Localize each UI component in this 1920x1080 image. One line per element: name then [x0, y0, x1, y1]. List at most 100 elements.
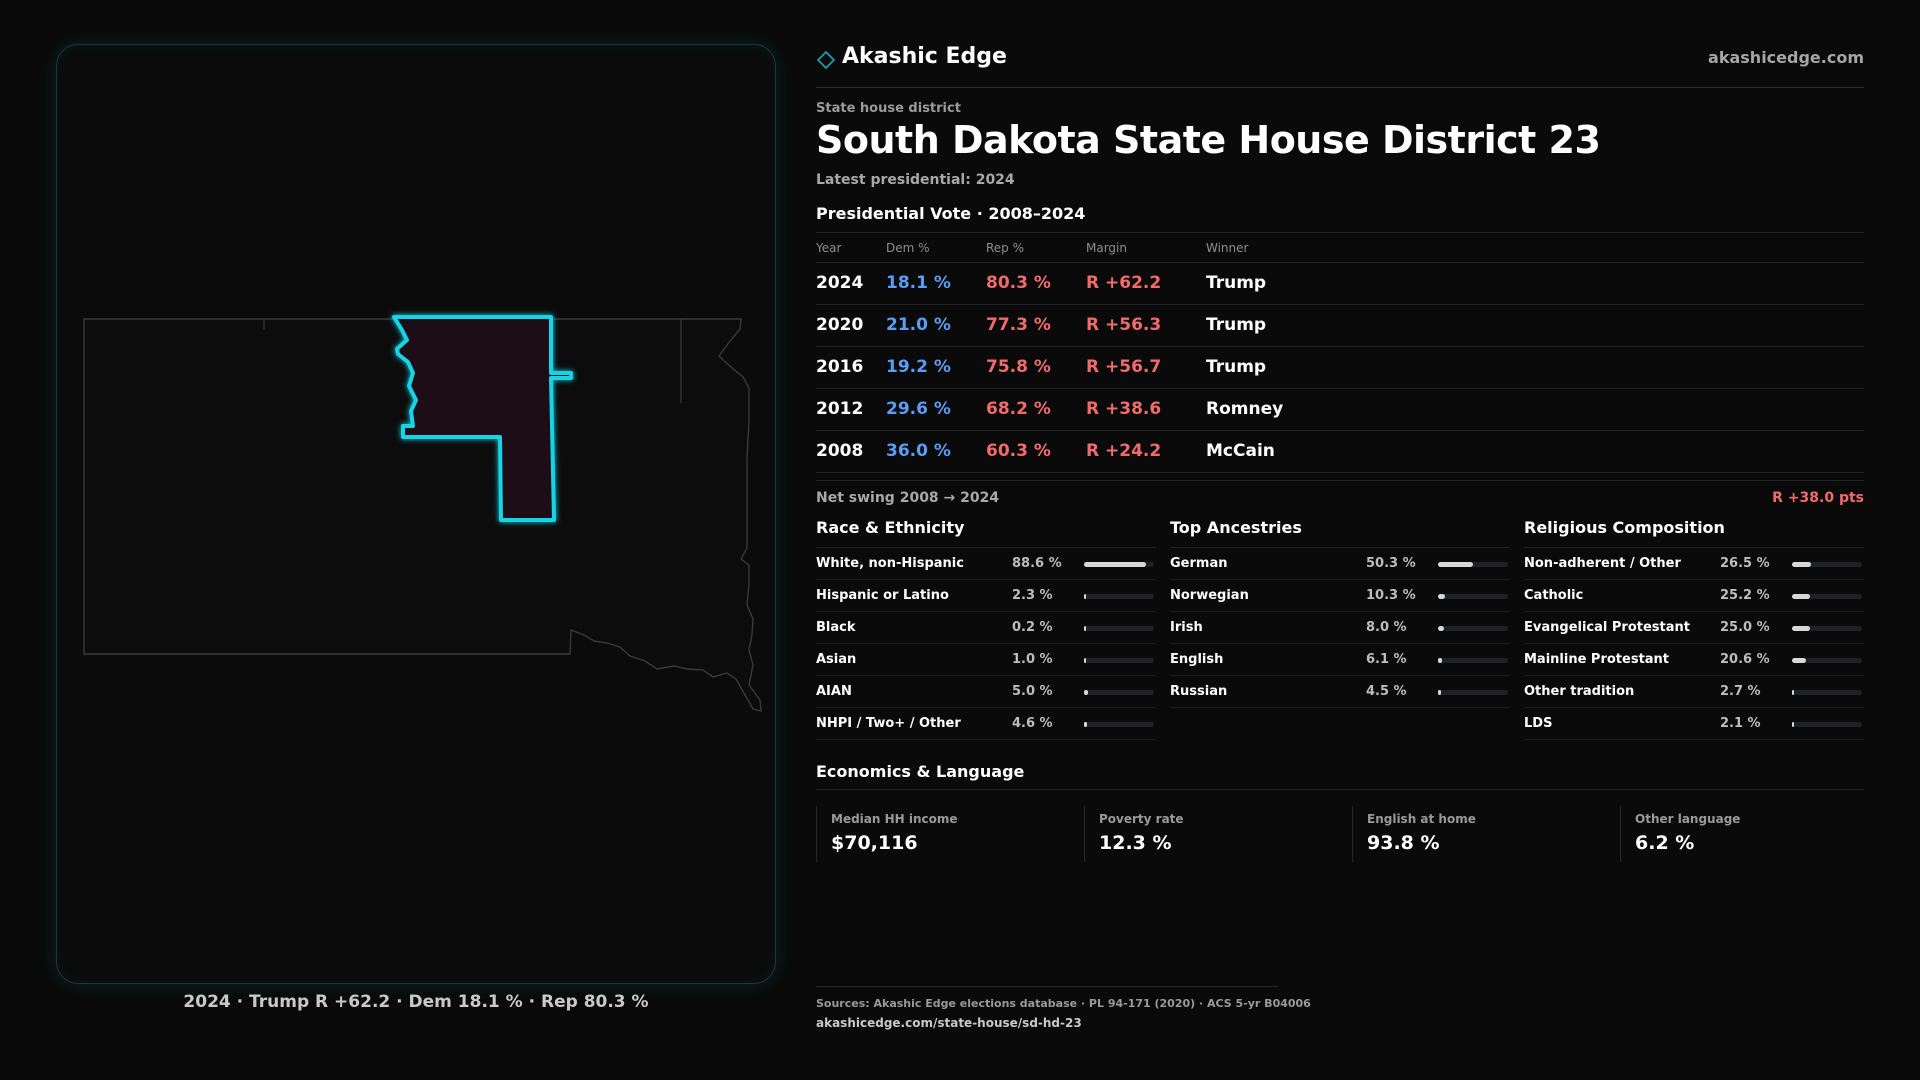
list-item: Asian 1.0 %: [816, 644, 1156, 676]
stat-value: 12.3 %: [1099, 832, 1172, 854]
net-swing-row: Net swing 2008 → 2024 R +38.0 pts: [816, 480, 1864, 510]
page-title: South Dakota State House District 23: [816, 118, 1601, 162]
item-label: Irish: [1170, 620, 1203, 635]
column-header-margin: Margin: [1086, 241, 1127, 255]
item-label: Norwegian: [1170, 588, 1249, 603]
brand-name[interactable]: Akashic Edge: [842, 44, 1007, 69]
share-bar: [1792, 594, 1862, 599]
economics-cards: Median HH income $70,116 Poverty rate 12…: [816, 806, 1864, 862]
item-value: 4.5 %: [1366, 684, 1407, 699]
item-value: 25.0 %: [1720, 620, 1770, 635]
table-row: 2024 18.1 % 80.3 % R +62.2 Trump: [816, 263, 1864, 305]
sources-footer: Sources: Akashic Edge elections database…: [816, 986, 1311, 1030]
item-label: Evangelical Protestant: [1524, 620, 1690, 635]
share-bar: [1084, 562, 1154, 567]
item-label: Mainline Protestant: [1524, 652, 1670, 667]
cell-rep-pct: 75.8 %: [986, 357, 1051, 377]
share-bar: [1438, 626, 1508, 631]
cell-margin: R +24.2: [1086, 441, 1162, 461]
share-bar: [1084, 594, 1154, 599]
list-item: Non-adherent / Other 26.5 %: [1524, 548, 1864, 580]
cell-dem-pct: 29.6 %: [886, 399, 951, 419]
race-ethnicity-heading: Race & Ethnicity: [816, 518, 1156, 548]
stat-card-other-language: Other language 6.2 %: [1620, 806, 1870, 862]
religion-section: Religious Composition Non-adherent / Oth…: [1524, 518, 1864, 740]
district-map-panel[interactable]: [56, 44, 776, 984]
share-bar: [1438, 690, 1508, 695]
item-value: 0.2 %: [1012, 620, 1053, 635]
list-item: Catholic 25.2 %: [1524, 580, 1864, 612]
cell-dem-pct: 21.0 %: [886, 315, 951, 335]
share-bar: [1438, 562, 1508, 567]
list-item: White, non-Hispanic 88.6 %: [816, 548, 1156, 580]
item-value: 8.0 %: [1366, 620, 1407, 635]
share-bar: [1084, 722, 1154, 727]
ancestries-heading: Top Ancestries: [1170, 518, 1510, 548]
state-outline: [83, 318, 762, 712]
source-link[interactable]: akashicedge.com/state-house/sd-hd-23: [816, 1016, 1082, 1030]
list-item: LDS 2.1 %: [1524, 708, 1864, 740]
list-item: Russian 4.5 %: [1170, 676, 1510, 708]
ancestries-section: Top Ancestries German 50.3 % Norwegian 1…: [1170, 518, 1510, 708]
list-item: Hispanic or Latino 2.3 %: [816, 580, 1156, 612]
stat-label: Poverty rate: [1099, 812, 1184, 826]
brand-url[interactable]: akashicedge.com: [1708, 48, 1864, 67]
item-value: 2.7 %: [1720, 684, 1761, 699]
item-value: 88.6 %: [1012, 556, 1062, 571]
map-caption: 2024 · Trump R +62.2 · Dem 18.1 % · Rep …: [183, 992, 649, 1012]
cell-winner: Trump: [1206, 357, 1267, 377]
share-bar: [1084, 658, 1154, 663]
cell-dem-pct: 36.0 %: [886, 441, 951, 461]
sources-text: Sources: Akashic Edge elections database…: [816, 997, 1311, 1010]
cell-winner: Trump: [1206, 273, 1267, 293]
page-subtitle: Latest presidential: 2024: [816, 172, 1015, 188]
cell-year: 2012: [816, 399, 864, 419]
district-map[interactable]: [57, 45, 777, 985]
item-label: Catholic: [1524, 588, 1584, 603]
item-label: Non-adherent / Other: [1524, 556, 1681, 571]
item-label: Other tradition: [1524, 684, 1635, 699]
table-row: 2012 29.6 % 68.2 % R +38.6 Romney: [816, 389, 1864, 431]
column-header-dem: Dem %: [886, 241, 930, 255]
cell-dem-pct: 19.2 %: [886, 357, 951, 377]
district-23-highlight[interactable]: [392, 315, 573, 522]
item-label: LDS: [1524, 716, 1553, 731]
column-header-winner: Winner: [1206, 241, 1249, 255]
list-item: Mainline Protestant 20.6 %: [1524, 644, 1864, 676]
share-bar-fill: [1084, 626, 1086, 631]
stat-label: Median HH income: [831, 812, 958, 826]
item-value: 26.5 %: [1720, 556, 1770, 571]
economics-heading: Economics & Language: [816, 762, 1864, 790]
item-value: 2.1 %: [1720, 716, 1761, 731]
table-row: 2008 36.0 % 60.3 % R +24.2 McCain: [816, 431, 1864, 473]
column-header-year: Year: [816, 241, 842, 255]
share-bar-fill: [1792, 690, 1794, 695]
item-label: AIAN: [816, 684, 852, 699]
list-item: German 50.3 %: [1170, 548, 1510, 580]
share-bar: [1438, 594, 1508, 599]
share-bar-fill: [1084, 722, 1087, 727]
item-value: 50.3 %: [1366, 556, 1416, 571]
religion-heading: Religious Composition: [1524, 518, 1864, 548]
stat-value: $70,116: [831, 832, 918, 854]
stat-card-poverty: Poverty rate 12.3 %: [1084, 806, 1334, 862]
share-bar-fill: [1792, 722, 1794, 727]
cell-year: 2020: [816, 315, 864, 335]
cell-winner: McCain: [1206, 441, 1275, 461]
share-bar-fill: [1084, 594, 1086, 599]
cell-year: 2024: [816, 273, 864, 293]
cell-dem-pct: 18.1 %: [886, 273, 951, 293]
share-bar-fill: [1438, 626, 1444, 631]
diamond-logo-icon: [816, 50, 836, 70]
item-label: English: [1170, 652, 1224, 667]
vote-section-heading: Presidential Vote · 2008–2024: [816, 204, 1086, 223]
cell-margin: R +56.3: [1086, 315, 1162, 335]
stat-label: Other language: [1635, 812, 1741, 826]
cell-rep-pct: 60.3 %: [986, 441, 1051, 461]
item-label: Black: [816, 620, 856, 635]
cell-winner: Trump: [1206, 315, 1267, 335]
brand-header: Akashic Edge akashicedge.com: [816, 44, 1864, 88]
presidential-vote-table: Year Dem % Rep % Margin Winner 2024 18.1…: [816, 232, 1864, 473]
share-bar: [1792, 626, 1862, 631]
cell-winner: Romney: [1206, 399, 1284, 419]
